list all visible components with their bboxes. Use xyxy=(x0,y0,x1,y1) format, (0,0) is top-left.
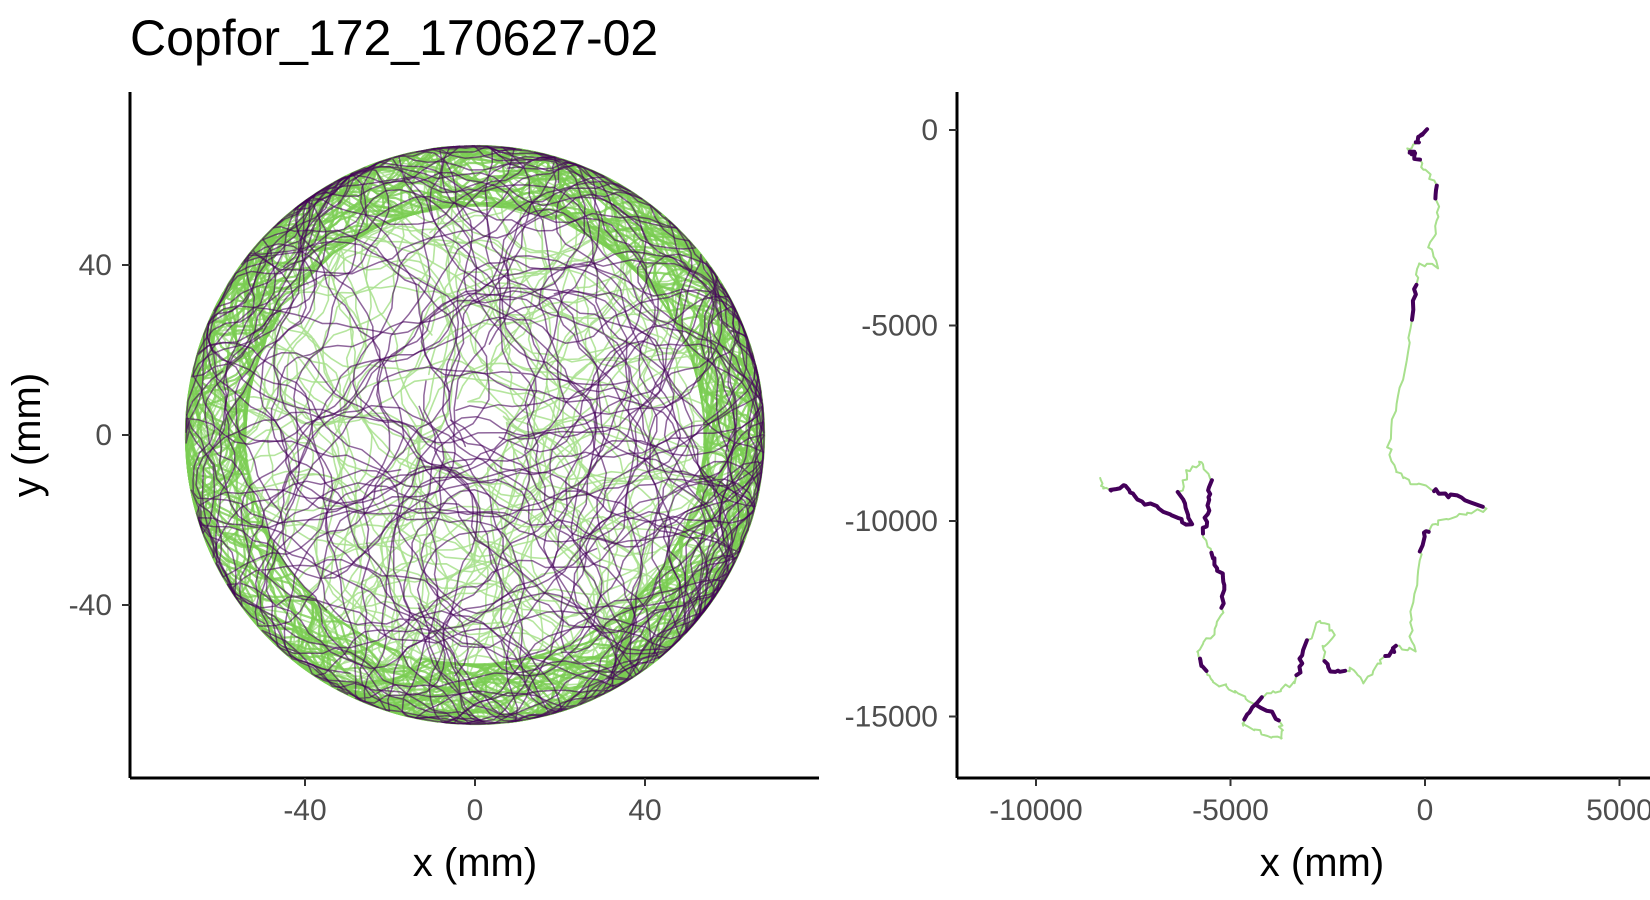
right-y-tick-label: 0 xyxy=(921,114,938,147)
arena-track-inactive xyxy=(201,208,761,702)
path-segment-inactive xyxy=(1433,183,1439,201)
arena-track-inactive xyxy=(354,260,763,709)
right-x-axis-title: x (mm) xyxy=(1260,841,1384,885)
arena-track-inactive xyxy=(190,157,765,725)
left-y-tick-label: 0 xyxy=(95,419,112,452)
path-segment-inactive xyxy=(1322,659,1348,674)
left-x-ticks: -40 0 40 xyxy=(283,778,662,827)
path-line-active xyxy=(1099,128,1488,740)
path-tracks xyxy=(1099,127,1488,740)
chart-title: Copfor_172_170627-02 xyxy=(130,10,658,66)
arena-track-active xyxy=(273,146,740,723)
left-x-tick-label: -40 xyxy=(283,794,326,827)
panel-path: -10000 -5000 0 5000 0 -5000 -10000 -15000 x (m… xyxy=(845,92,1650,885)
arena-tracks xyxy=(184,144,766,726)
path-segment-inactive xyxy=(1413,127,1430,145)
path-segment-inactive xyxy=(1432,487,1485,509)
path-segment-inactive xyxy=(1294,638,1309,678)
path-segment-inactive xyxy=(1417,529,1431,554)
left-x-axis-title: x (mm) xyxy=(413,841,537,885)
left-y-axis-title: y (mm) xyxy=(5,373,49,497)
left-y-tick-label: 40 xyxy=(79,249,112,282)
arena-track-inactive xyxy=(352,146,756,722)
path-segment-inactive xyxy=(1200,478,1214,536)
arena-track-inactive xyxy=(185,312,765,725)
left-x-tick-label: 40 xyxy=(628,794,661,827)
left-y-ticks: -40 0 40 xyxy=(69,249,130,622)
arena-track-inactive xyxy=(206,151,765,649)
path-segment-inactive xyxy=(1383,643,1398,658)
path-segment-inactive xyxy=(1407,149,1422,162)
right-x-ticks: -10000 -5000 0 5000 xyxy=(989,778,1650,827)
arena-track-inactive xyxy=(218,172,659,723)
arena-track-inactive xyxy=(254,145,748,627)
path-segment-inactive xyxy=(1242,695,1264,722)
arena-track-inactive xyxy=(185,145,764,545)
path-segment-inactive xyxy=(1209,550,1227,610)
right-y-tick-label: -15000 xyxy=(845,701,938,734)
left-x-tick-label: 0 xyxy=(467,794,484,827)
right-y-tick-label: -10000 xyxy=(845,505,938,538)
arena-track-inactive xyxy=(197,291,762,725)
left-y-tick-label: -40 xyxy=(69,589,112,622)
arena-track-inactive xyxy=(191,145,693,550)
panel-arena: -40 0 40 -40 0 40 x (mm) y (mm) xyxy=(5,92,819,885)
path-segment-inactive xyxy=(1108,483,1195,527)
right-y-ticks: 0 -5000 -10000 -15000 xyxy=(845,114,957,734)
right-x-tick-label: -5000 xyxy=(1192,794,1269,827)
right-x-tick-label: 0 xyxy=(1417,794,1434,827)
path-segment-inactive xyxy=(1410,282,1419,322)
right-x-tick-label: 5000 xyxy=(1586,794,1650,827)
path-segment-inactive xyxy=(1198,656,1209,673)
arena-track-inactive xyxy=(215,188,756,725)
right-y-tick-label: -5000 xyxy=(861,310,938,343)
right-x-tick-label: -10000 xyxy=(989,794,1082,827)
path-segment-inactive xyxy=(1253,702,1281,723)
